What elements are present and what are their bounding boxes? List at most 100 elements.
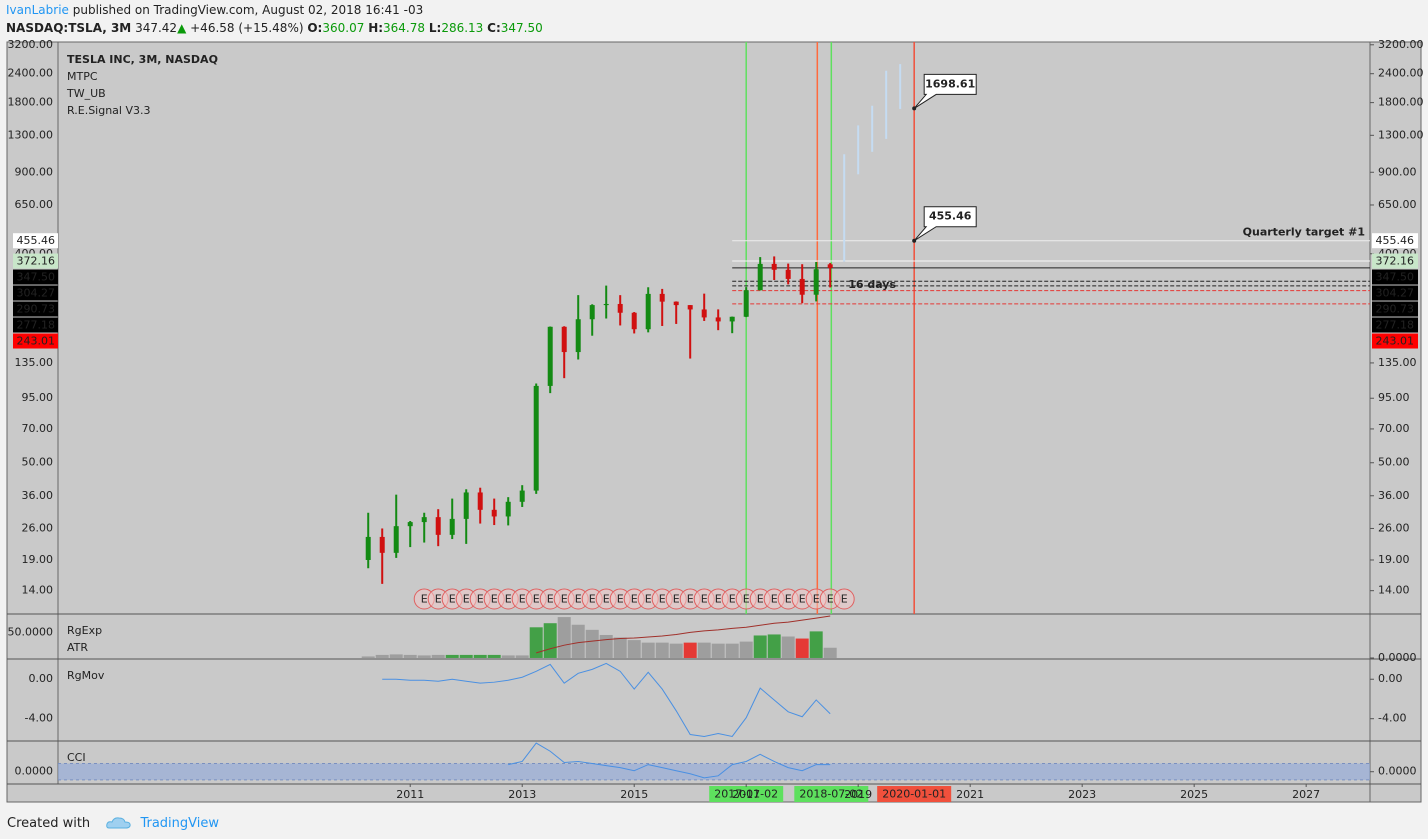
candle-body [659, 293, 665, 302]
earnings-label: E [659, 593, 666, 606]
price-badge [13, 285, 58, 301]
price-badge [13, 317, 58, 333]
candle-body [379, 536, 385, 553]
earnings-label: E [463, 593, 470, 606]
x-tick-label: 2015 [620, 788, 648, 801]
candle-body [435, 517, 441, 535]
earnings-label: E [491, 593, 498, 606]
legend-text: TESLA INC, 3M, NASDAQ [67, 53, 218, 66]
c-label: C: [487, 21, 501, 35]
y-tick-label-right: 26.00 [1378, 521, 1410, 534]
y-tick-label-left: 135.00 [15, 356, 54, 369]
atr-line [536, 615, 831, 654]
y-tick-label-left: 26.00 [22, 521, 54, 534]
earnings-label: E [533, 593, 540, 606]
histogram-bar [627, 640, 641, 658]
y-tick-label-left: 2400.00 [8, 67, 54, 80]
target-label: Quarterly target #1 [1243, 226, 1365, 239]
marker-badge [877, 786, 952, 802]
price-badge-label: 347.50 [1376, 271, 1415, 284]
histogram-bar [375, 654, 389, 658]
price-badge [13, 233, 58, 249]
author[interactable]: IvanLabrie [6, 3, 69, 17]
marker-label: 2020-01-01 [882, 788, 946, 801]
y-tick-label-right: 95.00 [1378, 391, 1410, 404]
pane-label: CCI [67, 751, 86, 764]
price-badge [1372, 233, 1418, 249]
earnings-label: E [687, 593, 694, 606]
price-badge [1372, 301, 1418, 317]
candle-body [785, 269, 791, 279]
candle-body [771, 263, 777, 270]
price-badge [1372, 285, 1418, 301]
candle-body [813, 269, 819, 295]
callout-label: 1698.61 [925, 77, 975, 90]
histogram-bar [669, 643, 683, 658]
earnings-label: E [519, 593, 526, 606]
x-tick-label: 2017 [732, 788, 760, 801]
price-badge-label: 304.27 [17, 287, 56, 300]
y-tick-label-right: 2400.00 [1378, 67, 1424, 80]
earnings-label: E [631, 593, 638, 606]
y-tick-label-left: 50.00 [22, 456, 54, 469]
candle-body [407, 522, 413, 527]
price-badge [1372, 253, 1418, 269]
y-tick-label-left: -4.00 [25, 712, 53, 725]
change: +46.58 (+15.48%) [190, 21, 304, 35]
last: 347.42 [135, 21, 178, 35]
candle-body [421, 517, 427, 523]
y-tick-label-right: 36.00 [1378, 489, 1410, 502]
candle-body [491, 509, 497, 517]
up-arrow: ▲ [177, 21, 187, 35]
earnings-label: E [757, 593, 764, 606]
legend-text: TW_UB [66, 87, 106, 100]
candle-body [827, 264, 833, 268]
histogram-bar [543, 623, 557, 658]
l: 286.13 [441, 21, 484, 35]
price-badge [1372, 317, 1418, 333]
candle-body [463, 492, 469, 519]
histogram-bar [515, 655, 529, 658]
price-badge-label: 277.18 [1376, 319, 1415, 332]
y-tick-label-right: 1300.00 [1378, 128, 1424, 141]
y-tick-label-left: 70.00 [22, 422, 54, 435]
legend-text: R.E.Signal V3.3 [67, 104, 151, 117]
price-badge-label: 372.16 [17, 255, 56, 268]
y-tick-label-right: 70.00 [1378, 422, 1410, 435]
indicator-line [508, 742, 831, 779]
candle-body [575, 319, 581, 353]
brand[interactable]: TradingView [140, 816, 219, 831]
cci-band [58, 763, 1370, 780]
candle-body [799, 278, 805, 295]
marker-label: 2017-01-02 [714, 788, 778, 801]
earnings-label: E [729, 593, 736, 606]
y-tick-label-left: 900.00 [15, 165, 54, 178]
histogram-bar [473, 654, 487, 658]
y-tick-label-left: 1800.00 [8, 96, 54, 109]
earnings-label: E [449, 593, 456, 606]
histogram-bar [697, 642, 711, 658]
y-tick-label-left: 50.0000 [8, 625, 54, 638]
y-tick-label-right: 19.00 [1378, 553, 1410, 566]
histogram-bar [739, 641, 753, 658]
y-tick-label-left: 3200.00 [8, 38, 54, 51]
y-tick-label-right: 900.00 [1378, 165, 1417, 178]
x-tick-label: 2023 [1068, 788, 1096, 801]
published: published on TradingView.com, August 02,… [72, 3, 424, 17]
header-line: IvanLabrie published on TradingView.com,… [6, 3, 423, 17]
earnings-label: E [547, 593, 554, 606]
y-tick-label-right: 135.00 [1378, 356, 1417, 369]
pane-label: RgMov [67, 669, 105, 682]
price-badge-label: 290.73 [1376, 303, 1415, 316]
candle-body [673, 301, 679, 306]
histogram-bar [529, 627, 543, 658]
earnings-label: E [785, 593, 792, 606]
price-badge-label: 243.01 [17, 335, 56, 348]
y-tick-label-right: 0.0000 [1378, 765, 1417, 778]
earnings-label: E [813, 593, 820, 606]
pane-label: RgExp [67, 624, 102, 637]
price-badge-label: 277.18 [17, 319, 56, 332]
x-tick-label: 2021 [956, 788, 984, 801]
chart-background [6, 41, 1422, 803]
